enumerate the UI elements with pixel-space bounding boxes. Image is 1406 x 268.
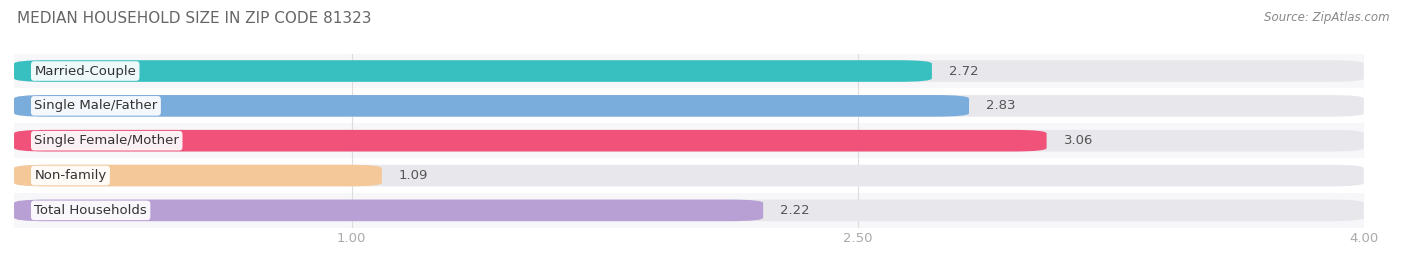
Text: 2.72: 2.72 xyxy=(949,65,979,77)
FancyBboxPatch shape xyxy=(14,60,932,82)
Bar xyxy=(14,193,1364,228)
Text: Total Households: Total Households xyxy=(34,204,148,217)
Text: Married-Couple: Married-Couple xyxy=(34,65,136,77)
Text: Single Female/Mother: Single Female/Mother xyxy=(34,134,179,147)
Text: MEDIAN HOUSEHOLD SIZE IN ZIP CODE 81323: MEDIAN HOUSEHOLD SIZE IN ZIP CODE 81323 xyxy=(17,11,371,26)
Bar xyxy=(14,123,1364,158)
Bar xyxy=(14,88,1364,123)
Text: Non-family: Non-family xyxy=(34,169,107,182)
Text: 3.06: 3.06 xyxy=(1063,134,1092,147)
Bar xyxy=(14,158,1364,193)
FancyBboxPatch shape xyxy=(14,200,763,221)
FancyBboxPatch shape xyxy=(14,165,1364,186)
FancyBboxPatch shape xyxy=(14,130,1046,151)
Text: Source: ZipAtlas.com: Source: ZipAtlas.com xyxy=(1264,11,1389,24)
FancyBboxPatch shape xyxy=(14,130,1364,151)
Text: 1.09: 1.09 xyxy=(399,169,427,182)
Text: Single Male/Father: Single Male/Father xyxy=(34,99,157,112)
Bar xyxy=(14,54,1364,88)
FancyBboxPatch shape xyxy=(14,95,969,117)
FancyBboxPatch shape xyxy=(14,60,1364,82)
Text: 2.83: 2.83 xyxy=(986,99,1015,112)
FancyBboxPatch shape xyxy=(14,165,382,186)
Text: 2.22: 2.22 xyxy=(780,204,810,217)
FancyBboxPatch shape xyxy=(14,95,1364,117)
FancyBboxPatch shape xyxy=(14,200,1364,221)
